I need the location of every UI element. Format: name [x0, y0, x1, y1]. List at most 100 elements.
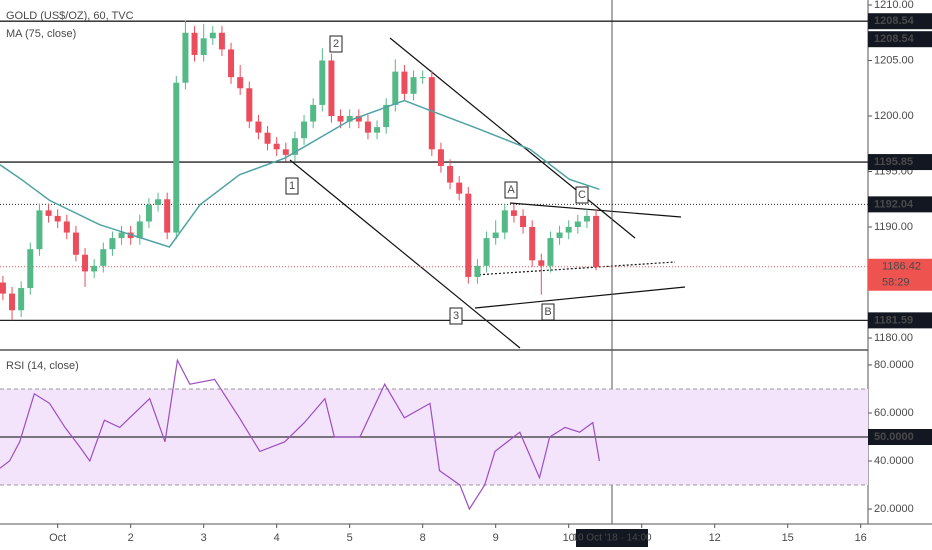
level-label: 1181.59 [874, 314, 913, 326]
last-price-bg [868, 258, 932, 291]
candle-body [437, 149, 444, 166]
annotation-box [449, 307, 463, 325]
candle-body [191, 32, 198, 55]
high-label: 1208.54 [874, 33, 915, 45]
trend-line [474, 261, 676, 276]
candle-body [346, 116, 353, 122]
candle-body [483, 238, 490, 266]
x-tick-label: 12 [709, 532, 721, 544]
x-tick-label: Oct [49, 532, 66, 544]
candle-body [45, 210, 52, 216]
candle-body [218, 32, 225, 50]
x-tick-label: 8 [420, 532, 426, 544]
y-tick-label: 1210.00 [874, 0, 914, 11]
y-tick-label: 1190.00 [874, 221, 913, 233]
candle-body [337, 116, 344, 122]
x-tick-label: 2 [128, 532, 134, 544]
y-tick-label: 1200.00 [874, 110, 914, 122]
candle-body [465, 193, 472, 277]
candle-body [383, 104, 390, 128]
candle-body [547, 238, 554, 266]
candle-body [209, 32, 216, 39]
candle-body [401, 71, 408, 94]
x-tick-label: 4 [274, 532, 280, 544]
candle-body [410, 77, 417, 94]
ma-line [0, 99, 600, 248]
candle-body [136, 221, 143, 239]
candle-body [91, 265, 98, 272]
candle-body [246, 88, 253, 122]
candle-body [328, 60, 335, 116]
level-label: 50.0000 [874, 431, 914, 443]
annotation: 3 [453, 310, 459, 322]
candle-body [301, 121, 308, 139]
candle-body [428, 77, 435, 150]
level-label: 1208.54 [874, 15, 915, 27]
trend-line [289, 159, 521, 349]
candle-body [574, 221, 581, 228]
level-label: 1195.85 [874, 156, 913, 168]
candle-body [520, 215, 527, 228]
candle-body [392, 71, 399, 105]
candle-body [319, 60, 326, 105]
countdown: 58:29 [882, 277, 910, 289]
annotation: B [544, 306, 551, 318]
rsi-line [0, 358, 600, 511]
candle-body [556, 232, 563, 239]
candle-body [237, 77, 244, 89]
candle-body [18, 288, 25, 311]
candle-body [273, 143, 280, 150]
candle-body [200, 38, 207, 55]
annotation-box [504, 181, 518, 199]
high-label-bg [868, 31, 932, 48]
indicator-title: MA (75, close) [6, 28, 76, 40]
x-tick-label: 10 [563, 532, 575, 544]
candle-body [374, 127, 381, 133]
annotation: C [578, 189, 586, 201]
candle-body [456, 182, 463, 194]
candle-body [291, 138, 298, 155]
last-price-label: 1186.42 [882, 261, 921, 273]
candle-body [474, 265, 481, 277]
candle-body [538, 260, 545, 266]
x-tick-label: 16 [855, 532, 867, 544]
level-label-bg [868, 312, 932, 329]
candle-body [63, 221, 70, 233]
candle-body [118, 232, 125, 239]
candle-body [173, 82, 180, 233]
y-tick-label: 20.0000 [874, 503, 914, 515]
y-tick-label: 60.0000 [874, 407, 914, 419]
candle-body [529, 227, 536, 261]
level-label-bg [868, 429, 932, 445]
y-tick-label: 1180.00 [874, 332, 913, 344]
candle-body [492, 232, 499, 239]
candle-body [447, 165, 454, 183]
candle-body [565, 227, 572, 233]
candle-body [583, 215, 590, 222]
candle-body [510, 210, 517, 216]
candle-body [155, 199, 162, 205]
candle-body [27, 249, 34, 289]
candle-body [282, 149, 289, 155]
level-label-bg [868, 154, 932, 171]
y-tick-label: 1205.00 [874, 54, 914, 66]
candle-body [182, 32, 189, 83]
crosshair-label-bg [576, 529, 648, 547]
candle-body [310, 104, 317, 122]
annotation-box [329, 35, 343, 53]
candle-body [9, 293, 16, 311]
annotation: 1 [289, 180, 295, 192]
candle-body [36, 210, 43, 250]
candle-body [54, 215, 61, 222]
annotation-box [285, 177, 299, 195]
x-tick-label: 3 [201, 532, 207, 544]
trend-line [474, 286, 686, 309]
candle-body [0, 282, 6, 294]
candle-body [82, 254, 89, 272]
annotation-box [541, 303, 555, 321]
candle-body [145, 204, 152, 222]
annotation-box [575, 186, 589, 204]
candle-body [164, 199, 171, 233]
candle-body [109, 238, 116, 250]
